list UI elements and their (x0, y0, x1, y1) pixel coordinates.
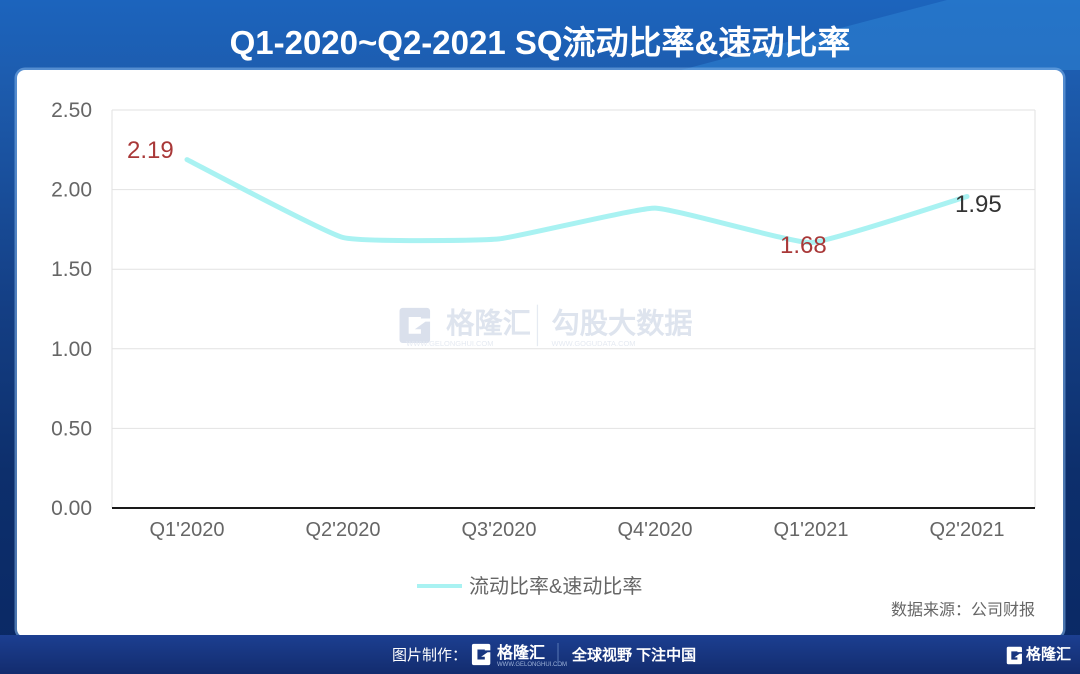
svg-text:Q4'2020: Q4'2020 (618, 519, 693, 541)
svg-text:全球视野 下注中国: 全球视野 下注中国 (571, 646, 696, 664)
svg-text:2.19: 2.19 (127, 137, 174, 164)
svg-text:Q3'2020: Q3'2020 (462, 519, 537, 541)
svg-text:数据来源：公司财报: 数据来源：公司财报 (891, 601, 1035, 619)
svg-text:格隆汇: 格隆汇 (497, 643, 545, 662)
svg-text:Q1'2020: Q1'2020 (150, 519, 225, 541)
svg-text:1.50: 1.50 (51, 258, 92, 281)
svg-text:0.50: 0.50 (51, 417, 92, 440)
svg-text:0.00: 0.00 (51, 497, 92, 520)
svg-text:WWW.GELONGHUI.COM: WWW.GELONGHUI.COM (497, 662, 567, 668)
svg-text:1.95: 1.95 (955, 191, 1002, 218)
svg-text:Q1'2021: Q1'2021 (774, 519, 849, 541)
svg-text:格隆汇: 格隆汇 (446, 307, 531, 339)
svg-text:Q2'2021: Q2'2021 (930, 519, 1005, 541)
svg-text:1.68: 1.68 (780, 232, 827, 259)
svg-text:勾股大数据: 勾股大数据 (552, 307, 693, 339)
svg-text:格隆汇: 格隆汇 (1026, 645, 1071, 663)
svg-text:2.50: 2.50 (51, 99, 92, 122)
svg-text:WWW.GOGUDATA.COM: WWW.GOGUDATA.COM (552, 339, 636, 348)
svg-text:1.00: 1.00 (51, 338, 92, 361)
svg-text:2.00: 2.00 (51, 179, 92, 202)
svg-text:Q2'2020: Q2'2020 (306, 519, 381, 541)
svg-text:图片制作：: 图片制作： (392, 647, 467, 664)
svg-text:流动比率&速动比率: 流动比率&速动比率 (469, 575, 642, 598)
svg-text:WWW.GELONGHUI.COM: WWW.GELONGHUI.COM (406, 339, 493, 348)
